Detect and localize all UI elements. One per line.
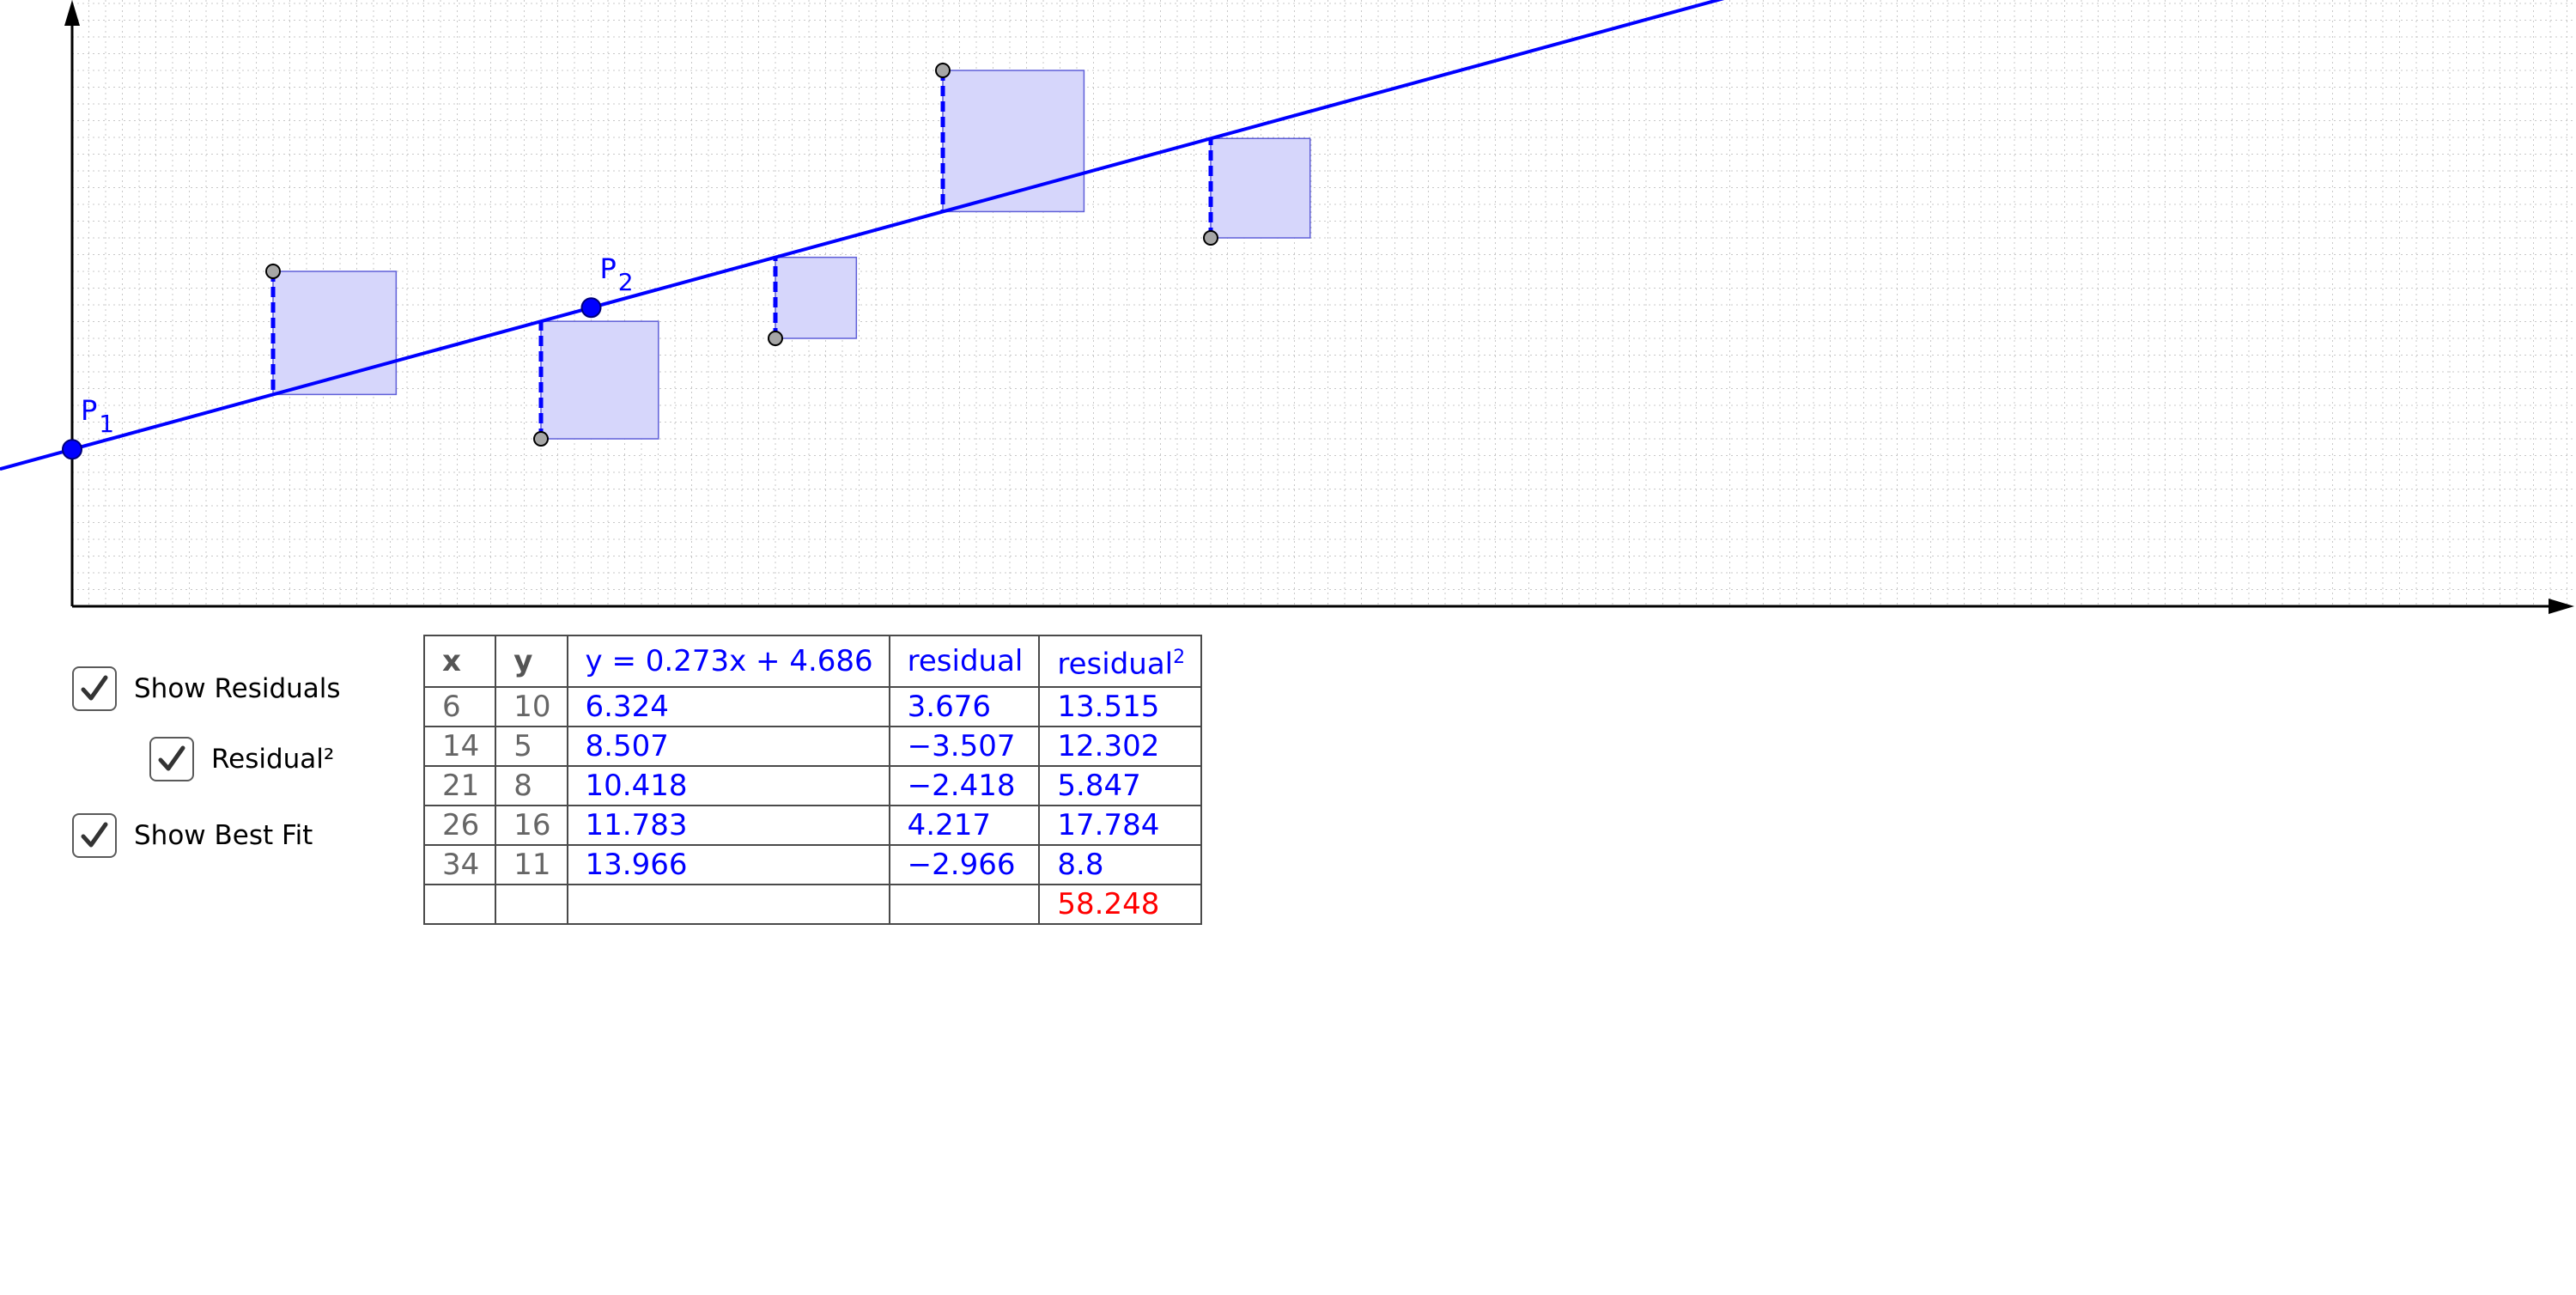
residual-square	[775, 256, 858, 339]
cell-residual-squared: 12.302	[1038, 726, 1203, 767]
header-equation: y = 0.273x + 4.686	[566, 635, 890, 688]
point-p2-label-subscript: 2	[618, 268, 634, 296]
cell-x: 21	[422, 765, 497, 806]
cell-residual-squared: 8.8	[1038, 844, 1203, 885]
cell-residual: −3.507	[888, 726, 1041, 767]
cell-predicted: 10.418	[566, 765, 890, 806]
data-point[interactable]	[768, 331, 783, 346]
header-residual-squared-exponent: 2	[1173, 647, 1186, 669]
residual-squared-label: Residual²	[211, 744, 335, 775]
point-p2-marker[interactable]	[580, 297, 602, 319]
cell-predicted: 13.966	[566, 844, 890, 885]
data-point[interactable]	[935, 63, 951, 78]
table-row: 26 16 11.783 4.217 17.784	[422, 805, 1203, 846]
show-best-fit-checkbox-row[interactable]: Show Best Fit	[72, 813, 313, 858]
point-p1-label: P1	[81, 394, 114, 438]
cell-residual: 3.676	[888, 686, 1041, 727]
cell-x: 26	[422, 805, 497, 846]
point-p1-marker[interactable]	[62, 439, 82, 460]
grid	[71, 0, 2576, 607]
residual-squared-checkbox-row[interactable]: Residual²	[149, 737, 334, 781]
data-point[interactable]	[265, 264, 281, 279]
show-residuals-checkbox[interactable]	[72, 666, 117, 711]
residual-square	[1210, 137, 1311, 239]
show-residuals-checkbox-row[interactable]: Show Residuals	[72, 666, 341, 711]
checkmark-icon	[81, 822, 108, 848]
header-y: y	[495, 635, 568, 688]
table-row: 6 10 6.324 3.676 13.515	[422, 686, 1203, 727]
cell-y: 5	[495, 726, 568, 767]
residual-segments	[270, 70, 1213, 439]
residual-square	[942, 70, 1085, 213]
table-row: 14 5 8.507 −3.507 12.302	[422, 726, 1203, 767]
cell-x: 14	[422, 726, 497, 767]
cell-empty	[422, 884, 497, 925]
cell-x: 6	[422, 686, 497, 727]
residual-square	[540, 320, 659, 440]
cell-y: 10	[495, 686, 568, 727]
cell-residual-squared: 13.515	[1038, 686, 1203, 727]
total-residual-squared: 58.248	[1038, 884, 1203, 925]
cell-residual: 4.217	[888, 805, 1041, 846]
cell-predicted: 6.324	[566, 686, 890, 727]
user-line[interactable]	[0, 0, 2576, 471]
cell-empty	[566, 884, 890, 925]
header-residual: residual	[888, 635, 1041, 688]
cell-residual: −2.966	[888, 844, 1041, 885]
cell-predicted: 8.507	[566, 726, 890, 767]
y-axis-arrow	[64, 0, 80, 26]
header-residual-squared-base: residual	[1057, 647, 1174, 682]
point-p2-label: P2	[600, 252, 634, 296]
header-residual-squared: residual2	[1038, 635, 1203, 688]
data-points[interactable]	[265, 63, 1218, 447]
cell-empty	[495, 884, 568, 925]
x-axis-arrow	[2549, 599, 2574, 614]
data-point[interactable]	[533, 431, 549, 447]
point-p1-label-subscript: 1	[99, 410, 114, 438]
residual-squared-checkbox[interactable]	[149, 737, 194, 781]
cell-x: 34	[422, 844, 497, 885]
data-point[interactable]	[1203, 230, 1218, 246]
show-residuals-label: Show Residuals	[134, 673, 341, 704]
point-p2[interactable]: P2	[580, 252, 634, 319]
show-best-fit-checkbox[interactable]	[72, 813, 117, 858]
table-total-row: 58.248	[422, 884, 1203, 925]
table-header-row: x y y = 0.273x + 4.686 residual residual…	[422, 635, 1203, 688]
cell-y: 8	[495, 765, 568, 806]
cell-y: 16	[495, 805, 568, 846]
header-x: x	[422, 635, 497, 688]
cell-predicted: 11.783	[566, 805, 890, 846]
cell-residual-squared: 17.784	[1038, 805, 1203, 846]
axes	[64, 0, 2574, 614]
cell-empty	[888, 884, 1041, 925]
show-best-fit-label: Show Best Fit	[134, 820, 313, 851]
residuals-table: x y y = 0.273x + 4.686 residual residual…	[422, 635, 1203, 925]
checkmark-icon	[158, 745, 185, 771]
cell-residual: −2.418	[888, 765, 1041, 806]
table-row: 21 8 10.418 −2.418 5.847	[422, 765, 1203, 806]
cell-y: 11	[495, 844, 568, 885]
residual-squares	[272, 70, 1311, 440]
table-row: 34 11 13.966 −2.966 8.8	[422, 844, 1203, 885]
checkmark-icon	[81, 675, 108, 701]
residual-square	[272, 271, 398, 396]
cell-residual-squared: 5.847	[1038, 765, 1203, 806]
